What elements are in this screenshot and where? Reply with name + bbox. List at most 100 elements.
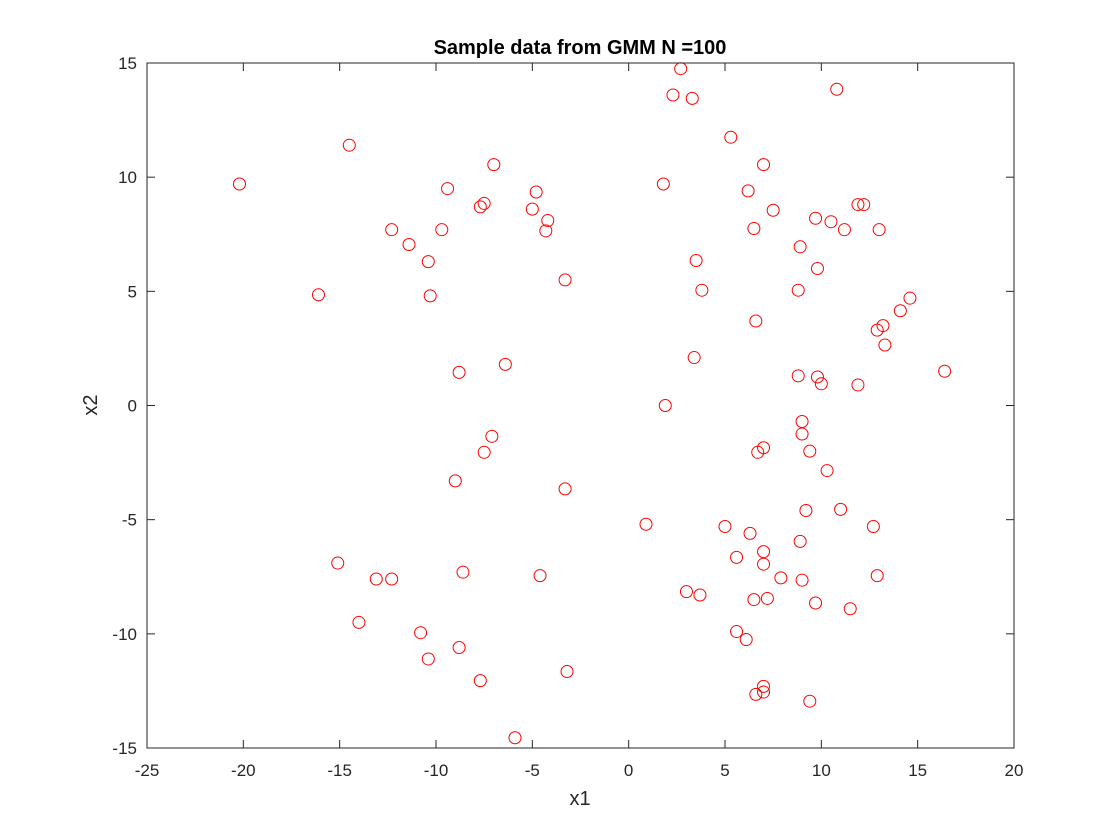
data-point (791, 283, 805, 297)
y-tick-label: 5 (128, 282, 137, 301)
y-tick-label: 10 (118, 168, 137, 187)
data-point (851, 198, 865, 212)
data-point (751, 445, 765, 459)
x-tick-label: 15 (908, 761, 927, 780)
data-point (498, 357, 512, 371)
data-point (851, 378, 865, 392)
data-point (730, 550, 744, 564)
data-point (749, 314, 763, 328)
data-point (834, 502, 848, 516)
x-tick-label: -15 (327, 761, 352, 780)
data-point (441, 182, 455, 196)
data-point (539, 224, 553, 238)
data-point (423, 289, 437, 303)
data-point (687, 351, 701, 365)
data-point (743, 526, 757, 540)
data-point (369, 572, 383, 586)
data-point (747, 222, 761, 236)
data-point (757, 685, 771, 699)
data-point (508, 731, 522, 745)
x-axis-label: x1 (569, 788, 590, 810)
data-point (487, 158, 501, 172)
x-tick-label: -5 (525, 761, 540, 780)
data-point (473, 674, 487, 688)
data-point (757, 545, 771, 559)
points-layer (232, 62, 952, 745)
data-point (558, 482, 572, 496)
data-point (793, 240, 807, 254)
data-point (795, 573, 809, 587)
data-point (456, 565, 470, 579)
data-point (385, 572, 399, 586)
data-point (810, 262, 824, 275)
data-point (795, 414, 809, 428)
y-tick-label: -10 (112, 625, 137, 644)
data-point (795, 427, 809, 441)
data-point (766, 203, 780, 217)
ticks-layer: -25 -20 -15 -10 -5 0 5 10 15 20 -15 -10 -5 0 5 10 15 (112, 54, 1023, 780)
data-point (878, 338, 892, 352)
data-point (477, 196, 491, 210)
data-point (485, 429, 499, 443)
data-point (656, 177, 670, 191)
data-point (757, 679, 771, 693)
x-tick-label: 10 (812, 761, 831, 780)
data-point (541, 214, 555, 228)
data-point (810, 370, 824, 384)
data-point (533, 569, 547, 583)
x-tick-label: 5 (720, 761, 729, 780)
data-point (872, 223, 886, 237)
data-point (809, 211, 823, 225)
data-point (760, 591, 774, 605)
data-point (803, 444, 817, 458)
data-point (421, 255, 435, 269)
data-point (477, 445, 491, 459)
plot-area (147, 63, 1014, 748)
data-point (435, 223, 449, 237)
data-point (724, 130, 738, 144)
data-point (757, 557, 771, 571)
y-axis-label: x2 (80, 394, 102, 415)
data-point (658, 399, 672, 412)
data-point (560, 665, 574, 679)
data-point (718, 520, 732, 534)
data-point (803, 694, 817, 708)
data-point (843, 602, 857, 616)
data-point (749, 687, 763, 701)
x-tick-label: -25 (135, 761, 160, 780)
data-point (693, 588, 707, 602)
data-point (837, 223, 851, 237)
data-point (452, 365, 466, 379)
data-point (866, 520, 880, 534)
x-tick-label: -10 (424, 761, 449, 780)
data-point (741, 184, 755, 198)
data-point (757, 158, 771, 172)
data-point (402, 238, 416, 252)
y-tick-label: -5 (122, 511, 137, 530)
data-point (414, 626, 428, 640)
data-point (747, 593, 761, 607)
data-point (870, 569, 884, 583)
data-point (824, 215, 838, 229)
data-point (473, 200, 487, 214)
data-point (820, 464, 834, 478)
data-point (893, 304, 907, 318)
data-point (232, 177, 246, 191)
data-point (774, 571, 788, 585)
data-point (342, 138, 356, 152)
data-point (799, 504, 813, 518)
data-point (385, 223, 399, 237)
data-point (311, 288, 325, 302)
chart-title: Sample data from GMM N =100 (434, 37, 727, 59)
data-point (666, 88, 680, 102)
data-point (739, 633, 753, 647)
data-point (448, 474, 462, 488)
data-point (814, 377, 828, 391)
y-tick-label: 15 (118, 54, 137, 73)
x-tick-label: -20 (231, 761, 256, 780)
data-point (809, 596, 823, 610)
data-point (870, 323, 884, 337)
data-point (421, 652, 435, 666)
data-point (685, 91, 699, 105)
